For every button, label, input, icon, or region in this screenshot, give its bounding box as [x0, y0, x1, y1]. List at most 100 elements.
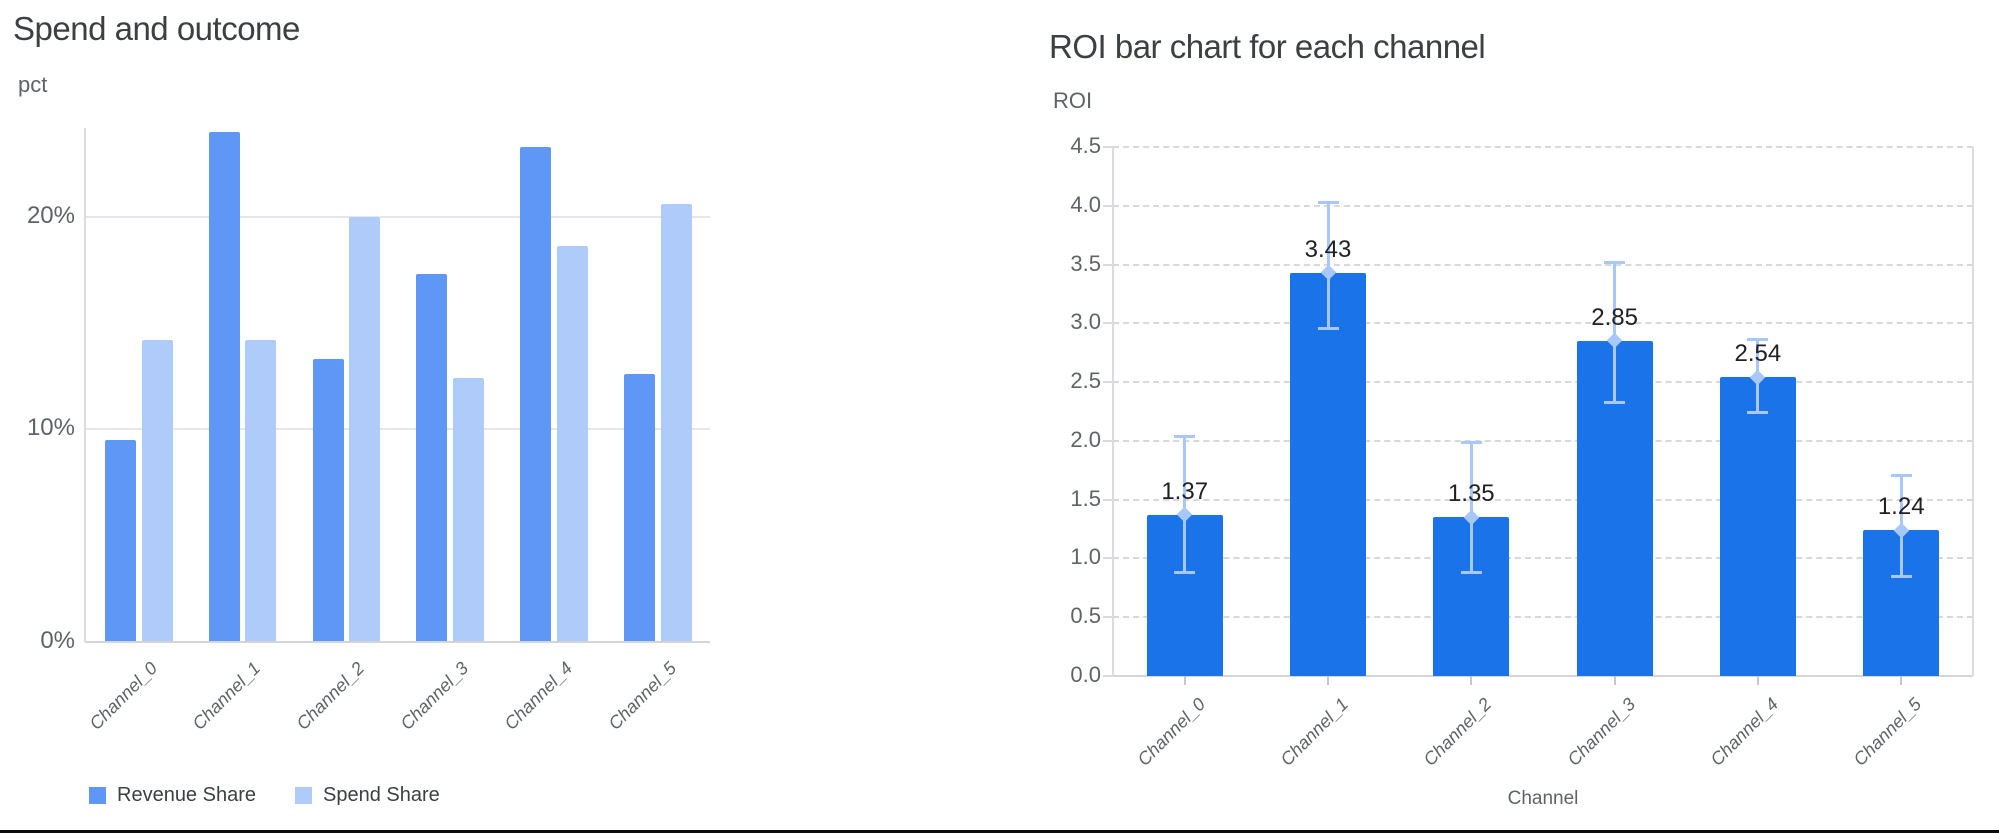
bar-revenue_share-channel_4[interactable]: [520, 146, 552, 642]
error-bar-whisker: [1183, 436, 1187, 573]
y-tick-label: 3.0: [1070, 309, 1101, 335]
y-tick-label: 4.0: [1070, 191, 1101, 217]
x-tick-label-channel_5: Channel_5: [1849, 694, 1926, 770]
y-tick-label: 20%: [26, 201, 75, 229]
bar-value-label: 1.37: [1161, 477, 1209, 505]
y-gridline: [1113, 557, 1973, 560]
error-bar-cap-top: [1174, 435, 1196, 439]
bar-spend_share-channel_1[interactable]: [245, 339, 277, 642]
bar-revenue_share-channel_0[interactable]: [105, 439, 136, 642]
bar-value-label: 2.54: [1734, 340, 1782, 368]
bar-revenue_share-channel_1[interactable]: [208, 131, 240, 642]
error-bar-cap-top: [1317, 201, 1339, 205]
legend-label: Revenue Share: [117, 784, 256, 806]
x-tick-mark: [1470, 676, 1473, 685]
bar-spend_share-channel_4[interactable]: [556, 246, 588, 642]
x-tick-mark: [1327, 676, 1329, 685]
y-tick-mark: [1103, 263, 1113, 266]
error-bar-cap-bottom: [1747, 410, 1769, 414]
y-gridline: [85, 215, 710, 218]
y-tick-mark: [1103, 616, 1113, 619]
bar-value-label: 1.24: [1877, 493, 1925, 521]
y-axis-line: [1112, 147, 1114, 676]
x-tick-label-channel_0: Channel_0: [1133, 694, 1209, 770]
legend-item-spend_share[interactable]: Spend Share: [294, 784, 440, 807]
y-gridline: [1113, 616, 1973, 619]
y-tick-label: 4.5: [1070, 132, 1101, 158]
y-tick-mark: [1103, 381, 1113, 384]
bar-value-label: 1.35: [1447, 480, 1495, 508]
left-chart-title: Spend and outcome: [13, 10, 300, 47]
bar-value-label: 2.85: [1591, 303, 1638, 331]
y-tick-label: 3.5: [1070, 250, 1101, 276]
y-tick-label: 0%: [40, 626, 75, 654]
error-bar-cap-top: [1460, 441, 1482, 445]
y-tick-mark: [1103, 439, 1113, 442]
y-tick-mark: [1103, 204, 1113, 207]
legend-label: Spend Share: [322, 784, 440, 806]
plot-right-border: [1972, 147, 1974, 676]
y-tick-label: 2.5: [1070, 368, 1101, 394]
left-y-axis-unit-label: pct: [18, 72, 48, 97]
bar-revenue_share-channel_2[interactable]: [312, 359, 344, 642]
y-tick-label: 0.5: [1070, 603, 1101, 629]
error-bar-whisker: [1469, 442, 1473, 573]
x-tick-label-channel_4: Channel_4: [1706, 694, 1783, 770]
bar-spend_share-channel_3[interactable]: [452, 378, 484, 642]
error-bar-cap-top: [1604, 261, 1626, 265]
bar-spend_share-channel_5[interactable]: [660, 203, 692, 642]
x-tick-label-channel_2: Channel_2: [1419, 694, 1496, 770]
error-bar-cap-top: [1890, 473, 1912, 477]
bar-spend_share-channel_2[interactable]: [349, 216, 381, 642]
y-tick-mark: [1103, 145, 1113, 148]
bar-roi-channel_1[interactable]: [1290, 272, 1366, 676]
y-tick-mark: [1103, 498, 1113, 501]
y-axis-line: [84, 128, 86, 642]
y-tick-mark: [1103, 675, 1113, 677]
y-gridline: [1113, 322, 1973, 325]
y-gridline: [85, 640, 710, 643]
y-gridline: [1113, 498, 1973, 501]
bar-roi-channel_4[interactable]: [1719, 377, 1796, 676]
bar-spend_share-channel_0[interactable]: [141, 339, 173, 642]
y-gridline: [1113, 439, 1973, 442]
error-bar-whisker: [1613, 262, 1617, 404]
x-axis-line: [1113, 675, 1973, 677]
y-tick-label: 10%: [26, 413, 75, 441]
error-bar-cap-bottom: [1174, 570, 1196, 574]
y-gridline: [1113, 145, 1973, 148]
left-chart-legend: Revenue Share Spend Share: [89, 784, 440, 807]
x-tick-label-channel_1: Channel_1: [1276, 694, 1353, 770]
x-tick-mark: [1900, 676, 1903, 685]
bar-value-label: 3.43: [1304, 235, 1352, 263]
y-tick-mark: [1103, 322, 1113, 325]
right-x-axis-title: Channel: [1507, 788, 1579, 809]
x-tick-label-channel_3: Channel_3: [1563, 694, 1639, 770]
right-y-axis-unit-label: ROI: [1053, 88, 1093, 113]
right-chart-title: ROI bar chart for each channel: [1049, 28, 1486, 65]
y-tick-label: 0.0: [1070, 661, 1101, 687]
y-gridline: [1113, 263, 1973, 266]
bar-revenue_share-channel_5[interactable]: [624, 373, 655, 642]
y-tick-label: 1.0: [1070, 544, 1101, 570]
legend-item-revenue_share[interactable]: Revenue Share: [89, 784, 256, 807]
legend-swatch: [294, 787, 312, 804]
error-bar-cap-bottom: [1604, 401, 1626, 405]
error-bar-cap-bottom: [1460, 570, 1482, 574]
y-gridline: [85, 428, 710, 431]
y-gridline: [1113, 381, 1973, 384]
error-bar-cap-bottom: [1317, 327, 1339, 331]
bar-revenue_share-channel_3[interactable]: [416, 274, 448, 642]
y-tick-mark: [1103, 557, 1113, 560]
y-gridline: [1113, 204, 1973, 207]
y-tick-label: 2.0: [1070, 426, 1101, 452]
legend-swatch: [89, 787, 106, 804]
bottom-divider: [0, 830, 1999, 833]
error-bar-cap-bottom: [1890, 575, 1912, 579]
y-tick-label: 1.5: [1070, 485, 1101, 511]
x-tick-mark: [1756, 676, 1759, 685]
x-tick-mark: [1613, 676, 1616, 685]
